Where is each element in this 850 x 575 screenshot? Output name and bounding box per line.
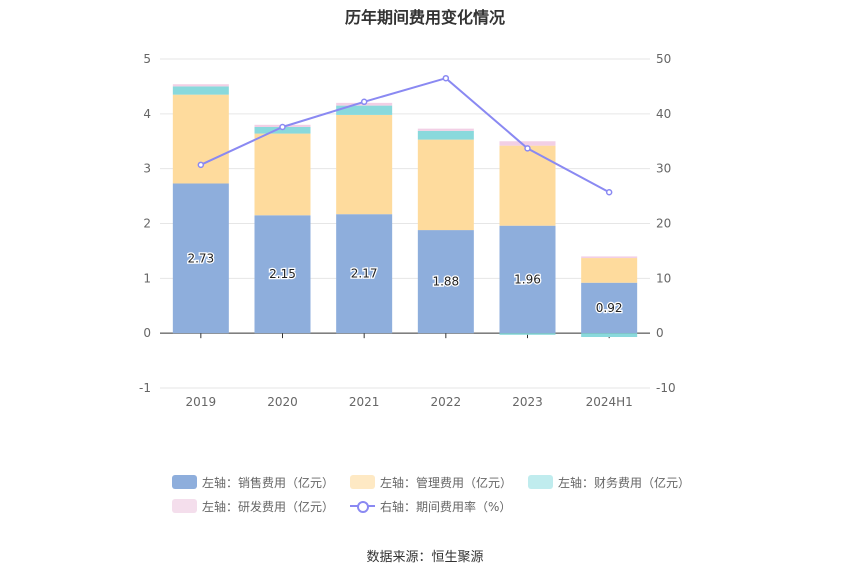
data-source: 数据来源：恒生聚源 — [366, 550, 484, 565]
left-tick-label: 3 — [143, 162, 151, 176]
bar-finance — [172, 86, 229, 95]
right-tick-label: 20 — [656, 217, 671, 231]
expense-rate-point — [524, 145, 531, 152]
expense-rate-point — [360, 98, 368, 106]
right-tick-label: -10 — [656, 381, 676, 395]
right-tick-label: 30 — [656, 162, 671, 176]
bar-finance — [417, 130, 474, 140]
bar-finance — [254, 126, 311, 134]
x-tick-label: 2023 — [512, 395, 543, 409]
x-tick-label: 2020 — [267, 395, 298, 409]
bar-admin — [254, 133, 311, 216]
right-tick-label: 50 — [656, 52, 671, 66]
bar-admin — [336, 114, 393, 215]
left-tick-label: 0 — [143, 326, 151, 340]
chart-svg: -1 -10 0 0 1 10 2 20 3 30 4 40 5 50 2019 2020 2021 2022 20… — [139, 52, 676, 409]
bar-sales — [172, 183, 229, 334]
bar-finance — [499, 333, 556, 335]
right-tick-label: 0 — [656, 326, 664, 340]
bar-rnd — [499, 141, 556, 146]
bar-sales — [581, 282, 638, 334]
left-tick-label: -1 — [139, 381, 151, 395]
legend-item-expense-rate[interactable]: 右轴：期间费用率（%） — [350, 498, 511, 515]
legend-label-expense-rate: 右轴：期间费用率（%） — [380, 499, 512, 514]
bar-sales — [254, 215, 311, 334]
chart-title: 历年期间费用变化情况 — [344, 8, 505, 27]
expense-rate-point — [279, 123, 286, 131]
legend-swatch-sales — [172, 475, 197, 489]
x-tick-label: 2021 — [349, 395, 380, 409]
left-tick-label: 5 — [143, 52, 151, 66]
legend-swatch-admin — [350, 475, 376, 489]
bar-admin — [581, 258, 638, 283]
legend-swatch-rnd — [172, 499, 197, 513]
data-label: 0.92 — [596, 301, 623, 315]
bar-sales — [417, 230, 474, 334]
left-tick-label: 2 — [143, 217, 151, 231]
data-label: 2.15 — [269, 267, 296, 281]
right-tick-label: 40 — [656, 107, 671, 121]
expense-rate-point — [605, 188, 613, 196]
bar-admin — [172, 94, 229, 184]
legend-swatch-expense-rate — [350, 499, 376, 513]
legend-label-finance: 左轴：财务费用（亿元） — [558, 475, 691, 490]
legend-item-finance[interactable]: 左轴：财务费用（亿元） — [528, 474, 690, 491]
expense-rate-point — [197, 161, 205, 169]
bar-finance — [336, 105, 393, 115]
data-label: 1.88 — [432, 275, 459, 289]
legend-item-sales[interactable]: 左轴：销售费用（亿元） — [172, 474, 334, 491]
bar-sales — [499, 225, 556, 334]
legend-label-rnd: 左轴：研发费用（亿元） — [202, 499, 335, 514]
data-label: 1.96 — [514, 272, 541, 286]
x-tick-label: 2019 — [186, 395, 217, 409]
legend-item-admin[interactable]: 左轴：管理费用（亿元） — [350, 474, 512, 491]
bar-rnd — [417, 128, 474, 131]
bar-finance — [581, 333, 638, 338]
x-tick-label: 2022 — [431, 395, 462, 409]
bar-sales — [336, 214, 393, 334]
expense-rate-point — [442, 74, 450, 82]
legend-label-sales: 左轴：销售费用（亿元） — [202, 475, 335, 490]
legend-swatch-finance — [528, 475, 554, 489]
bar-admin — [499, 145, 556, 226]
legend-item-rnd[interactable]: 左轴：研发费用（亿元） — [172, 498, 334, 515]
x-tick-label: 2024H1 — [586, 395, 633, 409]
expense-rate-line — [200, 77, 610, 194]
right-tick-label: 10 — [656, 271, 671, 285]
legend: 左轴：销售费用（亿元） 左轴：管理费用（亿元） 左轴：财务费用（亿元） 左轴：研… — [172, 470, 692, 518]
left-tick-label: 1 — [143, 271, 151, 285]
data-label: 2.17 — [351, 267, 378, 281]
bar-rnd — [172, 84, 229, 87]
left-tick-label: 4 — [143, 107, 151, 121]
legend-label-admin: 左轴：管理费用（亿元） — [380, 475, 513, 490]
bar-admin — [417, 139, 474, 231]
bar-rnd — [581, 256, 638, 259]
data-label: 2.73 — [187, 251, 214, 265]
